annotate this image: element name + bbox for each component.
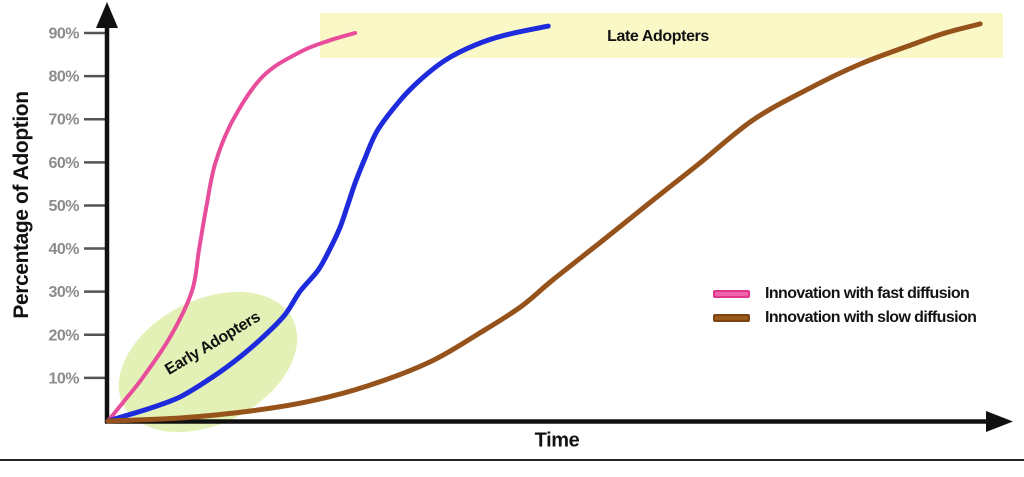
- early-adopters-ellipse: [118, 291, 298, 433]
- y-tick-label: 50%: [48, 198, 79, 215]
- y-axis-title: Percentage of Adoption: [10, 91, 33, 319]
- y-tick-label: 90%: [48, 26, 79, 43]
- y-tick-label: 70%: [48, 112, 79, 129]
- legend-item-fast-diffusion: Innovation with fast diffusion: [713, 282, 976, 306]
- legend-label-fast-diffusion: Innovation with fast diffusion: [765, 285, 970, 302]
- x-axis-title: Time: [534, 429, 580, 452]
- y-tick-label: 80%: [48, 69, 79, 86]
- curve-medium-diffusion-unlabeled: [105, 23, 551, 424]
- y-tick-label: 40%: [48, 241, 79, 258]
- legend-item-slow-diffusion: Innovation with slow diffusion: [713, 306, 977, 330]
- curve-slow-diffusion: [105, 21, 983, 424]
- legend-label-slow-diffusion: Innovation with slow diffusion: [765, 309, 977, 326]
- curves-group: [105, 21, 983, 424]
- slow-diffusion-line-swatch: [713, 314, 750, 322]
- y-tick-label: 60%: [48, 155, 79, 172]
- y-tick-label: 10%: [48, 370, 79, 387]
- y-axis-arrowhead: [96, 2, 118, 28]
- curve-fast-diffusion: [106, 31, 358, 423]
- y-tick-label: 20%: [48, 327, 79, 344]
- bottom-divider: [0, 459, 1024, 461]
- legend: Innovation with fast diffusion Innovatio…: [713, 282, 977, 330]
- x-axis-arrowhead: [986, 411, 1013, 432]
- y-tick-label: 30%: [48, 284, 79, 301]
- y-axis-ticks: 10% 20% 30% 40% 50% 60% 70% 80% 90%: [48, 26, 106, 387]
- late-adopters-label: Late Adopters: [607, 28, 709, 45]
- fast-diffusion-line-swatch: [713, 290, 750, 298]
